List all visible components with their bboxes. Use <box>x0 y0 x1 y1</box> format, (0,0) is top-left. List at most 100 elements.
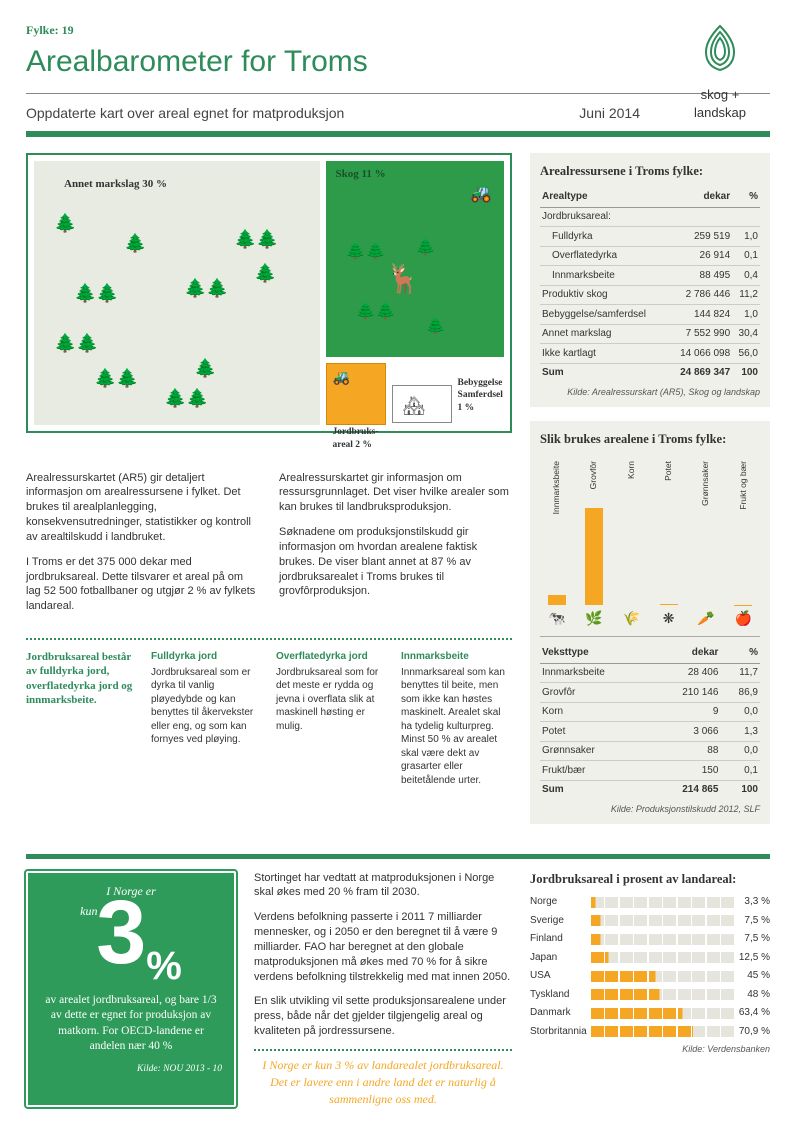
chart-bar: Grovfôr <box>581 461 606 605</box>
chart-bar: Korn <box>619 461 644 605</box>
tree-icon: 🌲 <box>54 211 76 235</box>
agri-row: Danmark63,4 % <box>530 1006 770 1020</box>
tree-icon: 🌲🌲 <box>94 366 139 390</box>
th: Veksttype <box>540 643 653 663</box>
agri-row: Storbritannia70,9 % <box>530 1025 770 1039</box>
th: dekar <box>668 187 732 207</box>
areal-table-title: Arealressursene i Troms fylke: <box>540 163 760 180</box>
skog-label: Skog 11 % <box>336 167 386 182</box>
def-title: Innmarksbeite <box>401 650 512 664</box>
table-row: Grønnsaker880,0 <box>540 741 760 761</box>
dotted-divider <box>26 638 512 640</box>
divider <box>26 93 770 94</box>
body-text: Arealressurskartet (AR5) gir detaljert i… <box>26 471 512 625</box>
usage-chart-title: Slik brukes arealene i Troms fylke: <box>540 431 760 448</box>
tree-icon: 🌲🌲 <box>54 331 99 355</box>
definitions: Jordbruksareal består av fulldyrka jord,… <box>26 650 512 787</box>
gb-source: Kilde: NOU 2013 - 10 <box>40 1063 222 1076</box>
table-sum-row: Sum24 869 347100 <box>540 363 760 382</box>
th: dekar <box>653 643 721 663</box>
tree-icon: 🌲 <box>416 237 436 259</box>
para: Arealressurskartet gir informasjon om re… <box>279 471 512 516</box>
logo: skog + landskap <box>670 22 770 121</box>
annet-markslag-region: Annet markslag 30 % 🌲 🌲 🌲🌲 🌲🌲 🌲🌲 🌲🌲 🌲🌲 🌲… <box>34 161 320 425</box>
crop-icon: 🐄 <box>544 611 569 630</box>
tree-icon: 🌲🌲 <box>164 386 209 410</box>
table-row: Potet3 0661,3 <box>540 722 760 742</box>
fylke-label: Fylke: 19 <box>26 22 770 38</box>
date: Juni 2014 <box>579 104 640 123</box>
logo-text1: skog + <box>670 86 770 104</box>
table-row: Bebyggelse/samferdsel144 8241,0 <box>540 305 760 325</box>
crop-icon: 🌾 <box>619 611 644 630</box>
chart-bar: Innmarksbeite <box>544 461 569 605</box>
tree-icon: 🌲🌲 <box>346 241 386 263</box>
source-note: Kilde: Produksjonstilskudd 2012, SLF <box>540 803 760 815</box>
jord-label: Jordbruks-areal 2 % <box>333 426 403 452</box>
source-note: Kilde: Arealressurskart (AR5), Skog og l… <box>540 386 760 398</box>
para: Arealressurskartet (AR5) gir detaljert i… <box>26 471 259 545</box>
beb-label: Bebyggelse Samferdsel 1 % <box>458 377 538 415</box>
para: En slik utvikling vil sette produksjonsa… <box>254 994 512 1039</box>
th: % <box>720 643 760 663</box>
agri-row: Finland7,5 % <box>530 932 770 946</box>
para: Søknadene om produksjonstilskudd gir inf… <box>279 525 512 599</box>
gb-big: 3 <box>96 893 146 974</box>
crop-icon: 🥕 <box>693 611 718 630</box>
para: Verdens befolkning passerte i 2011 7 mil… <box>254 910 512 984</box>
chart-bar: Grønnsaker <box>693 461 718 605</box>
gb-desc: av arealet jordbruksareal, og bare 1/3 a… <box>40 993 222 1055</box>
table-row: Ikke kartlagt14 066 09856,0 <box>540 344 760 364</box>
table-row: Overflatedyrka26 9140,1 <box>540 246 760 266</box>
skog-region: Skog 11 % 🚜 🌲🌲 🌲 🦌 🌲🌲 🌲 <box>326 161 504 357</box>
vekst-table: Veksttype dekar % Innmarksbeite28 40611,… <box>540 643 760 799</box>
annet-label: Annet markslag 30 % <box>64 177 167 192</box>
agri-chart-title: Jordbruksareal i prosent av landareal: <box>530 871 770 888</box>
agri-chart-block: Jordbruksareal i prosent av landareal: N… <box>530 871 770 1108</box>
def-text: Jordbruksareal som er dyrka til vanlig p… <box>151 666 262 747</box>
tree-icon: 🌲 <box>254 261 276 285</box>
def-title: Fulldyrka jord <box>151 650 262 664</box>
page-title: Arealbarometer for Troms <box>26 42 770 83</box>
agri-row: Tyskland48 % <box>530 988 770 1002</box>
land-use-map: Annet markslag 30 % 🌲 🌲 🌲🌲 🌲🌲 🌲🌲 🌲🌲 🌲🌲 🌲… <box>26 153 512 433</box>
tractor-icon: 🚜 <box>470 181 492 205</box>
th: Arealtype <box>540 187 668 207</box>
tree-icon: 🌲 <box>426 316 446 338</box>
table-row: Fulldyrka259 5191,0 <box>540 227 760 247</box>
table-row: Frukt/bær1500,1 <box>540 761 760 781</box>
para: I Troms er det 375 000 dekar med jordbru… <box>26 555 259 614</box>
chart-bar: Frukt og bær <box>731 461 756 605</box>
gb-pct: % <box>146 939 182 993</box>
usage-bar-chart: Innmarksbeite Grovfôr Korn Potet Grønnsaker F… <box>540 455 760 605</box>
source-note: Kilde: Verdensbanken <box>530 1043 770 1055</box>
usage-chart-block: Slik brukes arealene i Troms fylke: Innm… <box>530 421 770 824</box>
bottom-mid-text: Stortinget har vedtatt at matproduksjone… <box>254 871 512 1108</box>
table-sum-row: Sum214 865100 <box>540 780 760 799</box>
crop-icon: ❋ <box>656 611 681 630</box>
chart-bar: Potet <box>656 461 681 605</box>
def-intro: Jordbruksareal består av fulldyrka jord,… <box>26 650 137 707</box>
def-title: Overflatedyrka jord <box>276 650 387 664</box>
accent-bar-2 <box>26 854 770 859</box>
tree-icon: 🌲 <box>124 231 146 255</box>
tree-icon: 🌲🌲 <box>234 227 279 251</box>
para: Stortinget har vedtatt at matproduksjone… <box>254 871 512 901</box>
accent-bar <box>26 131 770 137</box>
tree-icon: 🌲🌲 <box>184 276 229 300</box>
logo-text2: landskap <box>670 104 770 122</box>
tree-icon: 🌲🌲 <box>74 281 119 305</box>
logo-icon <box>670 22 770 82</box>
table-row: Annet markslag7 552 99030,4 <box>540 324 760 344</box>
gb-kun: kun <box>80 903 97 919</box>
bottom-quote: I Norge er kun 3 % av landarealet jordbr… <box>254 1057 512 1107</box>
jordbruk-region: 🚜 Jordbruks-areal 2 % <box>326 363 386 425</box>
subtitle: Oppdaterte kart over areal egnet for mat… <box>26 104 344 123</box>
table-row: Innmarksbeite28 40611,7 <box>540 663 760 683</box>
dotted-divider <box>254 1049 512 1051</box>
table-row: Korn90,0 <box>540 702 760 722</box>
agri-row: Norge3,3 % <box>530 895 770 909</box>
table-row: Innmarksbeite88 4950,4 <box>540 266 760 286</box>
tractor-icon: 🚜 <box>333 370 350 389</box>
crop-icon: 🌿 <box>581 611 606 630</box>
